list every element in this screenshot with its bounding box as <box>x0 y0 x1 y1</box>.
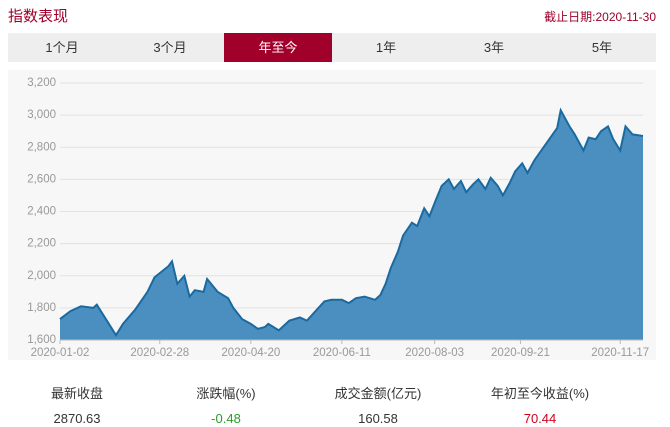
stat-label: 年初至今收益(%) <box>490 386 590 401</box>
tab[interactable]: 1个月 <box>45 40 79 55</box>
y-tick-label: 2,200 <box>27 238 56 250</box>
x-tick-label: 2020-02-28 <box>130 347 189 359</box>
tab[interactable]: 3年 <box>483 40 505 55</box>
y-tick-label: 2,000 <box>27 270 56 282</box>
stat-value: 70.44 <box>523 411 557 426</box>
stat: 年初至今收益(%) 70.44 <box>465 383 615 426</box>
stat-label: 涨跌幅(%) <box>196 386 256 401</box>
x-tick-label: 2020-01-02 <box>31 347 90 359</box>
x-tick-label: 2020-04-20 <box>221 347 280 359</box>
x-tick-label: 2020-08-03 <box>405 347 464 359</box>
stat: 成交金额(亿元) 160.58 <box>303 383 453 426</box>
stat: 最新收盘 2870.63 <box>2 383 152 426</box>
y-tick-label: 1,600 <box>27 334 56 346</box>
y-tick-label: 2,800 <box>27 141 56 153</box>
y-tick-label: 2,600 <box>27 173 56 185</box>
stat-value: 2870.63 <box>53 411 101 426</box>
tab[interactable]: 5年 <box>591 40 613 55</box>
y-tick-label: 3,200 <box>27 77 56 89</box>
x-tick-label: 2020-06-11 <box>313 347 371 359</box>
chart: 1,600 1,800 2,000 2,200 2,400 2,600 2,800 3,000… <box>27 77 649 359</box>
stat: 涨跌幅(%) -0.48 <box>151 383 301 426</box>
stat-label: 成交金额(亿元) <box>334 386 422 401</box>
area <box>60 110 643 340</box>
stat-label: 最新收盘 <box>50 386 103 401</box>
y-tick-label: 3,000 <box>27 109 56 121</box>
tab-bar: 1个月 3个月 年至今 1年 3年 5年 <box>8 33 656 62</box>
title: 指数表现 <box>8 8 69 25</box>
as-of-date: 截止日期:2020-11-30 <box>544 10 656 24</box>
tab[interactable]: 3个月 <box>153 40 187 55</box>
y-tick-label: 2,400 <box>27 206 56 218</box>
tab[interactable]: 1年 <box>375 40 397 55</box>
y-tick-label: 1,800 <box>27 302 56 314</box>
x-tick-label: 2020-11-17 <box>591 347 649 359</box>
line <box>59 107 644 338</box>
tab[interactable]: 年至今 <box>224 33 332 62</box>
stat-value: -0.48 <box>211 411 241 426</box>
stat-value: 160.58 <box>358 411 398 426</box>
x-tick-label: 2020-09-21 <box>491 347 550 359</box>
